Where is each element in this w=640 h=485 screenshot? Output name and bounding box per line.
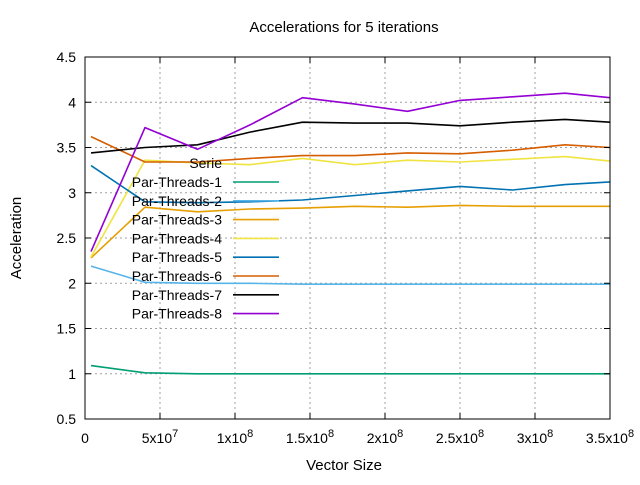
series-line-1 (90, 364, 610, 375)
legend-title: Serie (189, 155, 222, 171)
series-line-6 (90, 135, 611, 163)
x-tick-exponent: 7 (172, 428, 178, 440)
x-tick-mantissa: 2x10 (367, 430, 398, 446)
x-tick-mantissa: 3.5x10 (586, 430, 628, 446)
x-tick-label: 5x107 (142, 428, 178, 446)
x-tick-exponent: 8 (628, 428, 634, 440)
axes: 0.511.522.533.544.50 5x107 1x108 1.5x108 2x1… (57, 49, 635, 446)
legend-label: Par-Threads-1 (132, 174, 222, 190)
y-tick-label: 2.5 (57, 230, 77, 246)
legend: Serie Par-Threads-1 Par-Threads-2 Par-Thre… (132, 155, 279, 322)
legend-label: Par-Threads-6 (132, 268, 222, 284)
y-axis-title: Acceleration (8, 197, 25, 280)
x-tick-exponent: 8 (547, 428, 553, 440)
x-tick-label: 1.5x108 (286, 428, 334, 446)
chart-title: Accelerations for 5 iterations (249, 19, 438, 36)
legend-label: Par-Threads-3 (132, 212, 222, 228)
x-tick-label: 2x108 (367, 428, 403, 446)
x-tick-mantissa: 2.5x10 (436, 430, 478, 446)
legend-label: Par-Threads-8 (132, 306, 222, 322)
legend-label: Par-Threads-4 (132, 230, 222, 246)
y-tick-label: 4.5 (57, 49, 77, 65)
x-tick-label: 3.5x108 (586, 428, 634, 446)
y-tick-label: 3.5 (57, 140, 77, 156)
x-tick-label: 3x108 (517, 428, 553, 446)
series-line-3 (90, 204, 610, 259)
legend-label: Par-Threads-7 (132, 287, 222, 303)
legend-label: Par-Threads-5 (132, 249, 222, 265)
legend-label: Par-Threads-2 (132, 193, 222, 209)
series-line-8 (90, 92, 611, 252)
x-tick-mantissa: 5x10 (142, 430, 173, 446)
x-tick-mantissa: 1.5x10 (286, 430, 328, 446)
x-axis-title: Vector Size (306, 457, 382, 474)
x-tick-label: 2.5x108 (436, 428, 484, 446)
y-tick-label: 1 (68, 366, 76, 382)
x-tick-label: 1x108 (217, 428, 253, 446)
y-tick-label: 4 (68, 94, 76, 110)
y-tick-label: 1.5 (57, 321, 77, 337)
series-lines (90, 92, 611, 375)
series-line-7 (90, 118, 611, 154)
x-tick-mantissa: 0 (81, 430, 89, 446)
x-tick-exponent: 8 (478, 428, 484, 440)
series-line-2 (90, 265, 610, 286)
x-tick-mantissa: 3x10 (517, 430, 548, 446)
x-tick-exponent: 8 (247, 428, 253, 440)
x-tick-exponent: 8 (397, 428, 403, 440)
y-tick-label: 2 (68, 275, 76, 291)
x-tick-exponent: 8 (328, 428, 334, 440)
y-tick-label: 3 (68, 185, 76, 201)
x-tick-label: 0 (81, 430, 89, 446)
x-tick-mantissa: 1x10 (217, 430, 248, 446)
y-tick-label: 0.5 (57, 411, 77, 427)
series-line-5 (90, 164, 611, 204)
